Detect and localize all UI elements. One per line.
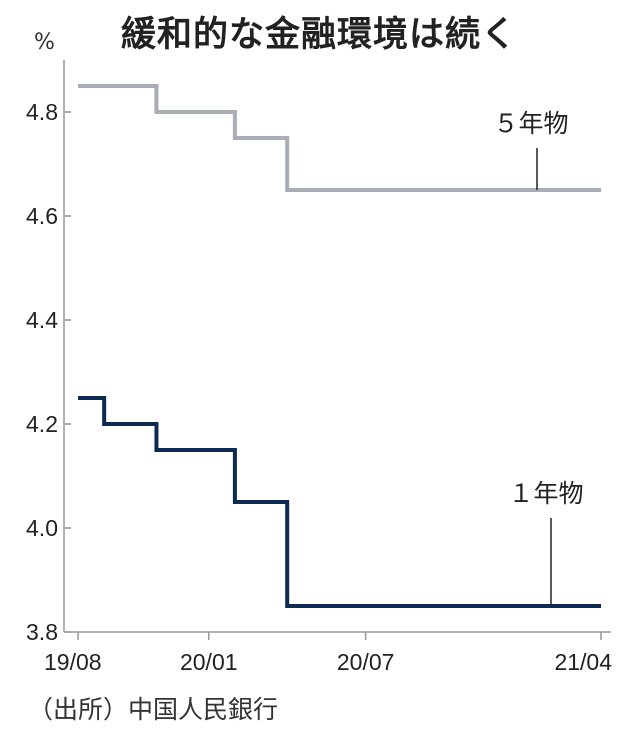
y-tick-label: 4.2 xyxy=(26,411,58,437)
line-chart: 3.8 4.0 4.2 4.4 4.6 4.8 19/08 20/01 20/07 21/04 ５… xyxy=(26,60,612,675)
chart-title: 緩和的な金融環境は続く xyxy=(120,15,517,55)
chart-series-labels: ５年物 １年物 xyxy=(493,109,584,606)
series-line-0 xyxy=(78,84,601,192)
x-tick-label: 21/04 xyxy=(554,649,612,675)
chart-axes xyxy=(63,60,611,633)
y-tick-label: 3.8 xyxy=(26,619,58,645)
source-note: （出所）中国人民銀行 xyxy=(28,695,279,724)
series-label: ５年物 xyxy=(493,109,568,138)
y-tick-label: 4.8 xyxy=(26,99,58,125)
x-tick-label: 19/08 xyxy=(44,649,102,675)
x-tick-label: 20/01 xyxy=(180,649,238,675)
x-tick-label: 20/07 xyxy=(337,649,395,675)
series-line-1 xyxy=(78,396,601,608)
series-label: １年物 xyxy=(508,479,583,508)
y-tick-label: 4.0 xyxy=(26,515,58,541)
chart-series xyxy=(78,84,601,608)
chart-ticks: 3.8 4.0 4.2 4.4 4.6 4.8 19/08 20/01 20/07 21/04 xyxy=(26,99,612,675)
y-tick-label: 4.4 xyxy=(26,307,58,333)
y-axis-unit: % xyxy=(34,30,55,55)
y-tick-label: 4.6 xyxy=(26,203,58,229)
